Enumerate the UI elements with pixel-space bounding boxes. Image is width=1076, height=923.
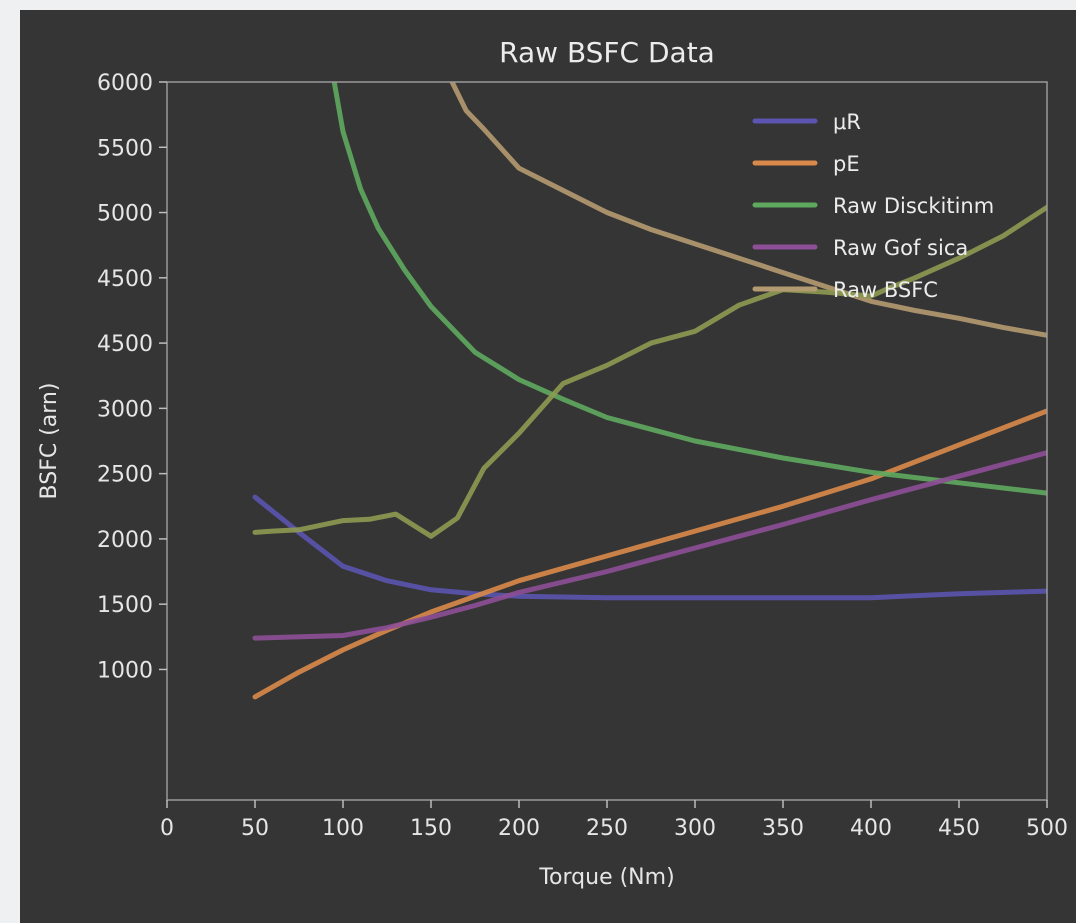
plot-frame	[166, 81, 1048, 801]
series-line-raw-gof-sica	[252, 450, 1047, 641]
x-tick-label: 450	[938, 816, 980, 841]
x-tick-label: 250	[586, 816, 628, 841]
legend-label: Raw BSFC	[833, 278, 938, 302]
legend-label: pE	[833, 152, 860, 176]
x-tick-label: 0	[160, 816, 174, 841]
series-line-r	[252, 494, 1047, 601]
series-line-series-6	[252, 204, 1047, 539]
y-tick-label: 2000	[97, 528, 153, 553]
legend-label: μR	[833, 110, 861, 134]
x-axis-label: Torque (Nm)	[538, 865, 674, 890]
legend-label: Raw Gof sica	[833, 236, 968, 260]
y-tick-label: 4500	[97, 267, 153, 292]
chart-title: Raw BSFC Data	[499, 36, 715, 69]
y-tick-label: 2500	[97, 463, 153, 488]
chart-figure: 0 50 100 150 200 250 300 350 400 450 500 6000 5500 50…	[20, 10, 1076, 923]
legend-label: Raw Disckitinm	[833, 194, 994, 218]
y-tick-label: 3000	[97, 397, 153, 422]
x-tick-label: 300	[674, 816, 716, 841]
y-axis-label: BSFC (arn)	[37, 383, 62, 500]
y-tick-label: 5000	[97, 202, 153, 227]
x-tick-label: 100	[322, 816, 364, 841]
x-tick-label: 400	[850, 816, 892, 841]
y-tick-label: 1000	[97, 658, 153, 683]
series-line-raw-disckitinm	[331, 82, 1047, 496]
y-tick-label: 4500	[97, 332, 153, 357]
legend: μR pE Raw Disckitinm Raw Gof sica Raw BSFC	[752, 110, 994, 302]
chart-svg: 0 50 100 150 200 250 300 350 400 450 500 6000 5500 50…	[37, 36, 1068, 890]
x-tick-label: 200	[498, 816, 540, 841]
x-tick-label: 50	[241, 816, 269, 841]
y-tick-label: 6000	[97, 71, 153, 96]
series-line-pe	[252, 408, 1047, 700]
series-line-raw-bsfc	[449, 82, 1047, 338]
y-tick-label: 1500	[97, 593, 153, 618]
x-tick-label: 150	[410, 816, 452, 841]
x-tick-label: 350	[762, 816, 804, 841]
x-tick-label: 500	[1026, 816, 1068, 841]
y-tick-label: 5500	[97, 136, 153, 161]
